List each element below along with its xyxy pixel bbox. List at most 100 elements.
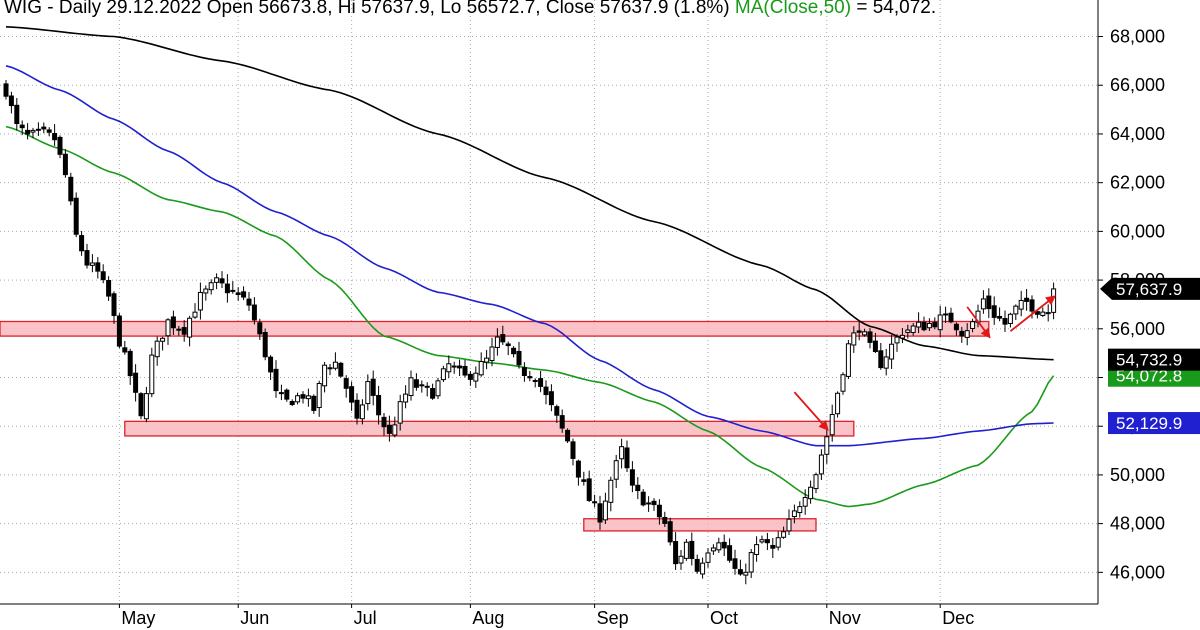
candle-body <box>651 500 657 506</box>
value-badges: 54,072.8 52,129.9 54,732.9 57,637.9 <box>1100 277 1200 435</box>
candle <box>532 378 538 388</box>
candle <box>424 382 430 397</box>
candle <box>435 377 441 400</box>
candle-body <box>878 350 884 369</box>
candle <box>705 548 711 568</box>
y-tick-label: 66,000 <box>1110 75 1165 95</box>
candle <box>413 373 419 391</box>
candle <box>867 328 873 349</box>
candle <box>759 535 765 544</box>
candle-body <box>52 133 58 141</box>
candle <box>1018 290 1024 317</box>
candle <box>775 531 781 551</box>
x-tick-label: Oct <box>710 608 738 628</box>
candle-body <box>937 314 943 331</box>
y-tick-label: 48,000 <box>1110 514 1165 534</box>
candle-body <box>889 343 895 360</box>
ma-value-badge-0-label: 54,072.8 <box>1116 367 1182 386</box>
candle <box>943 306 949 323</box>
candle-body <box>489 346 495 362</box>
candle-body <box>678 555 684 564</box>
candle-body <box>727 545 733 561</box>
candle <box>629 461 635 493</box>
candle <box>41 122 47 134</box>
candle-body <box>802 496 808 507</box>
candle-body <box>484 357 490 363</box>
candle-body <box>133 372 139 393</box>
candle <box>133 364 139 402</box>
candle-body <box>392 424 398 436</box>
candle-body <box>111 293 117 316</box>
candle-body <box>246 298 252 306</box>
candle-body <box>808 486 814 500</box>
candle <box>1007 312 1013 328</box>
x-tick-label: Nov <box>829 608 861 628</box>
candle <box>710 544 716 555</box>
candle-body <box>894 336 900 344</box>
ma-value-badge-2: 54,732.9 <box>1108 348 1200 371</box>
candle <box>419 380 425 393</box>
candle <box>8 91 14 114</box>
candle <box>646 496 652 512</box>
candle <box>640 489 646 507</box>
candle <box>694 554 700 574</box>
candle-body <box>149 354 155 395</box>
candle <box>376 385 382 425</box>
candle <box>921 316 927 332</box>
candle <box>683 539 689 561</box>
y-axis: 46,00048,00050,00052,00054,00056,00058,0… <box>1098 27 1165 582</box>
candle <box>246 291 252 311</box>
candle <box>926 318 932 331</box>
candle-body <box>565 429 571 442</box>
candle-body <box>926 322 932 329</box>
candle <box>316 380 322 417</box>
candle <box>224 274 230 303</box>
candle <box>678 549 684 570</box>
candle <box>111 291 117 324</box>
candle-body <box>1024 297 1030 302</box>
candle <box>899 327 905 344</box>
candle-body <box>397 401 403 424</box>
support-zone-0 <box>0 320 990 337</box>
candle <box>575 459 581 486</box>
title-part-0: WIG - Daily 29.12.2022 Open 56673.8, Hi … <box>4 0 735 18</box>
candle <box>500 325 506 345</box>
candle <box>932 317 938 330</box>
candle-body <box>1007 313 1013 324</box>
candle <box>548 384 554 412</box>
candle <box>937 305 943 338</box>
annotation-arrow-2 <box>1009 295 1056 332</box>
candle <box>700 557 706 579</box>
support-zone-2 <box>583 518 817 532</box>
candle <box>505 341 511 356</box>
candle-body <box>759 539 765 543</box>
candle-body <box>14 104 20 125</box>
support-zones <box>0 320 990 532</box>
candle <box>365 374 371 411</box>
candle <box>883 348 889 376</box>
candle <box>160 336 166 351</box>
candle <box>494 328 500 356</box>
candle <box>808 480 814 504</box>
ma-value-badge-2-bg <box>1108 348 1200 371</box>
candle-body <box>997 315 1003 319</box>
candle <box>84 243 90 269</box>
last-price-badge-label: 57,637.9 <box>1116 280 1182 299</box>
candle-body <box>548 391 554 406</box>
candle <box>392 416 398 438</box>
candle <box>856 321 862 341</box>
candle-body <box>30 129 36 133</box>
candle <box>980 290 986 314</box>
candle-body <box>262 331 268 358</box>
candle <box>284 388 290 402</box>
candle-body <box>57 136 63 155</box>
candle <box>538 370 544 393</box>
candle-body <box>214 277 220 283</box>
candle <box>521 362 527 382</box>
x-tick-label: Jun <box>240 608 269 628</box>
candle <box>991 296 997 325</box>
candle <box>462 359 468 378</box>
candle-body <box>403 393 409 403</box>
candle <box>397 394 403 431</box>
candle <box>14 98 20 131</box>
